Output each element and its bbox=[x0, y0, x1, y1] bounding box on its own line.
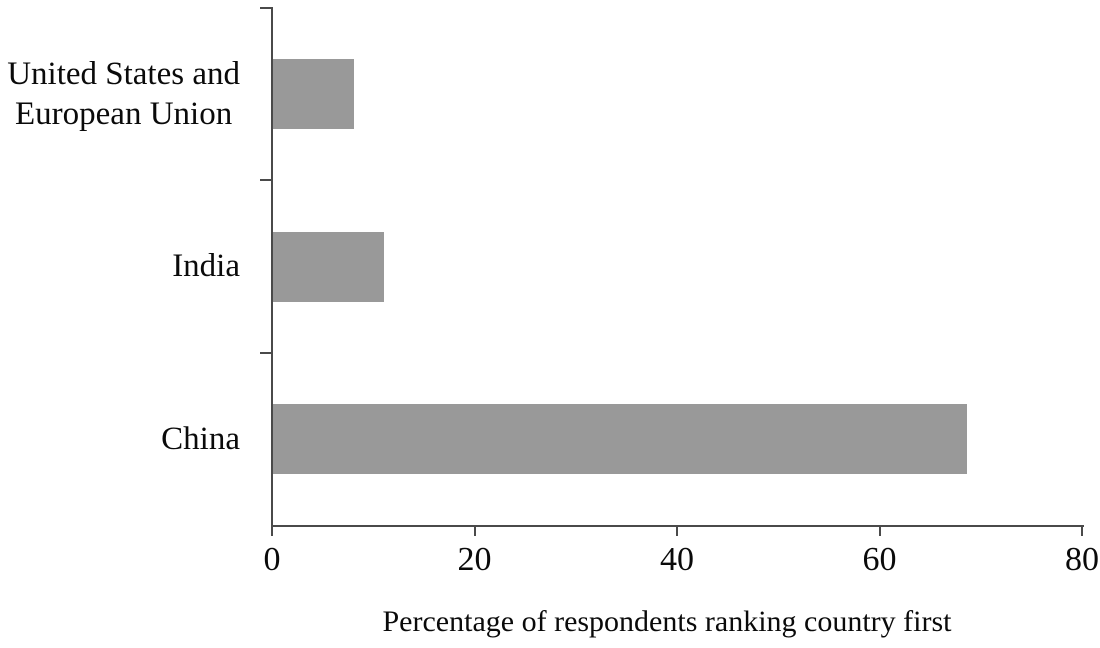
x-axis-tick bbox=[676, 527, 678, 536]
category-label-text: India bbox=[172, 248, 240, 285]
x-axis-tick bbox=[1081, 527, 1083, 536]
bar-united-states-and-european-union bbox=[273, 59, 354, 130]
x-axis-tick-label: 20 bbox=[457, 541, 492, 578]
x-axis-tick-label: 60 bbox=[862, 541, 897, 578]
category-label-china: China bbox=[0, 353, 240, 525]
category-label-text: China bbox=[161, 420, 240, 457]
y-axis-line bbox=[271, 7, 273, 527]
bar-india bbox=[273, 231, 385, 302]
category-label-united-states-and-european-union: United States and European Union bbox=[0, 8, 240, 180]
x-axis-title: Percentage of respondents ranking countr… bbox=[382, 605, 952, 638]
x-axis-tick-label: 0 bbox=[263, 541, 281, 578]
category-label-india: India bbox=[0, 180, 240, 352]
y-axis-tick bbox=[260, 351, 272, 354]
bar-china bbox=[273, 403, 967, 474]
x-axis-tick bbox=[271, 527, 273, 536]
y-axis-tick bbox=[260, 7, 272, 9]
y-axis-tick bbox=[260, 179, 272, 182]
x-axis-tick-label: 40 bbox=[660, 541, 694, 578]
category-label-text: United States and European Union bbox=[7, 55, 240, 133]
x-axis-tick-label: 80 bbox=[1065, 541, 1099, 578]
x-axis-tick bbox=[878, 527, 881, 536]
x-axis-tick bbox=[473, 527, 476, 536]
x-axis-line bbox=[271, 525, 1084, 527]
